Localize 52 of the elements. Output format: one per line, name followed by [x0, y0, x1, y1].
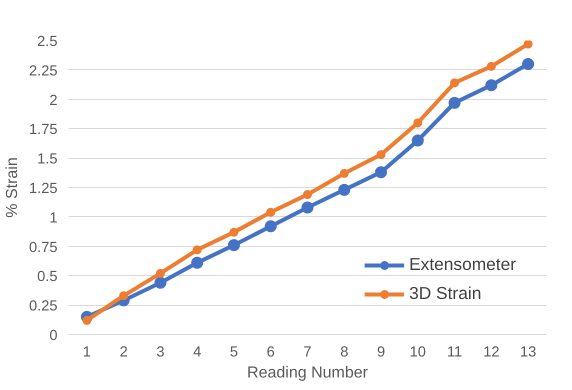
point [119, 291, 128, 300]
point [303, 190, 312, 200]
point [448, 96, 461, 109]
x-tick-label: 6 [266, 344, 275, 360]
y-tick-label: 0 [49, 328, 58, 344]
legend-label: Extensometer [409, 254, 516, 275]
y-tick-label: 1.25 [28, 181, 58, 197]
x-tick-label: 4 [193, 344, 202, 360]
x-tick-label: 7 [303, 344, 312, 360]
point [340, 168, 349, 178]
point [192, 245, 202, 254]
y-tick-label: 2.5 [37, 34, 58, 50]
point [264, 220, 277, 232]
x-tick-label: 11 [446, 344, 462, 360]
point [154, 276, 166, 289]
x-tick-label: 3 [156, 344, 165, 360]
x-tick-label: 9 [376, 344, 386, 360]
y-tick-label: 0.5 [37, 269, 58, 286]
legend-label: 3D Strain [409, 283, 482, 304]
x-tick-label: 8 [340, 344, 348, 360]
point [338, 184, 350, 196]
point [302, 202, 314, 214]
x-tick-label: 10 [410, 344, 426, 360]
x-tick-label: 12 [483, 344, 500, 360]
x-tick-label: 5 [230, 344, 238, 360]
point [450, 78, 460, 88]
point [486, 62, 496, 71]
point [485, 79, 498, 92]
y-tick-label: 2.25 [28, 63, 58, 80]
point [228, 239, 240, 252]
point [229, 228, 238, 237]
point [412, 134, 424, 146]
x-tick-label: 1 [82, 344, 91, 360]
point [375, 166, 388, 178]
point [376, 150, 386, 160]
point [82, 316, 92, 325]
x-tick-label: 2 [120, 344, 128, 360]
y-axis-title: % Strain [4, 157, 21, 218]
y-tick-label: 1 [49, 210, 58, 226]
point [524, 40, 533, 49]
point [413, 118, 422, 128]
point [266, 208, 276, 217]
y-tick-label: 2 [49, 92, 58, 109]
y-tick-label: 1.75 [28, 122, 58, 138]
point [191, 256, 204, 269]
y-tick-label: 0.75 [28, 240, 58, 256]
x-axis-title: Reading Number [247, 364, 369, 382]
y-tick-label: 0.25 [28, 298, 58, 315]
point [522, 58, 534, 70]
y-tick-label: 1.5 [37, 152, 58, 168]
x-tick-label: 13 [520, 344, 536, 360]
point [156, 268, 165, 278]
